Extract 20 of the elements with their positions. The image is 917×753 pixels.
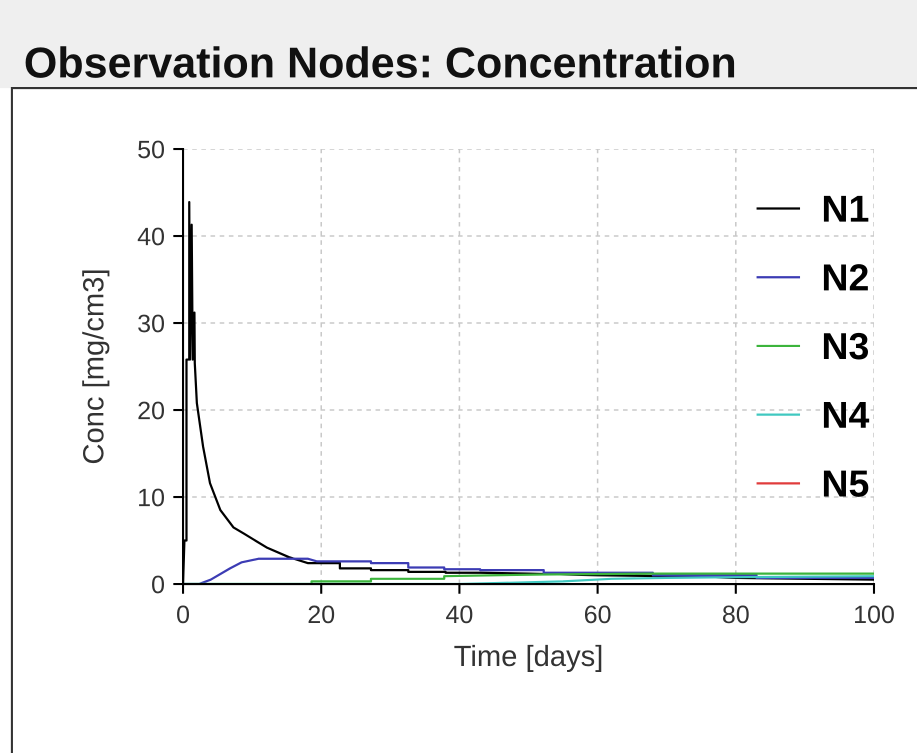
- y-tick-label: 50: [138, 140, 164, 158]
- legend-label: N5: [824, 470, 868, 497]
- legend-label: N2: [824, 264, 868, 290]
- x-tick-label: 0: [177, 606, 190, 624]
- y-tick-label: 20: [138, 402, 164, 420]
- x-tick-label: 80: [722, 606, 749, 624]
- y-tick-label: 40: [138, 228, 164, 246]
- y-tick-label: 0: [152, 576, 164, 594]
- legend-label: N4: [824, 402, 870, 428]
- x-tick-label: 40: [446, 606, 472, 624]
- x-tick-label: 100: [855, 606, 894, 624]
- y-axis-title: Conc [mg/cm3]: [82, 270, 110, 464]
- y-tick-label: 10: [139, 488, 164, 506]
- legend-label: N3: [824, 332, 868, 360]
- x-tick-label: 60: [584, 606, 611, 624]
- legend-label: N1: [824, 196, 868, 222]
- x-tick-label: 20: [308, 606, 334, 624]
- chart-title: Observation Nodes: Concentration: [26, 46, 734, 78]
- y-tick-label: 30: [138, 314, 164, 332]
- x-axis-title: Time [days]: [454, 644, 602, 672]
